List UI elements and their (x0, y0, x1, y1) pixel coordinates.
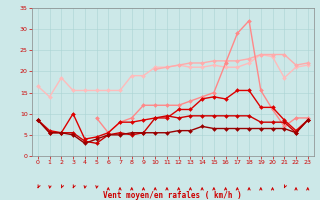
Text: Vent moyen/en rafales ( km/h ): Vent moyen/en rafales ( km/h ) (103, 191, 242, 200)
